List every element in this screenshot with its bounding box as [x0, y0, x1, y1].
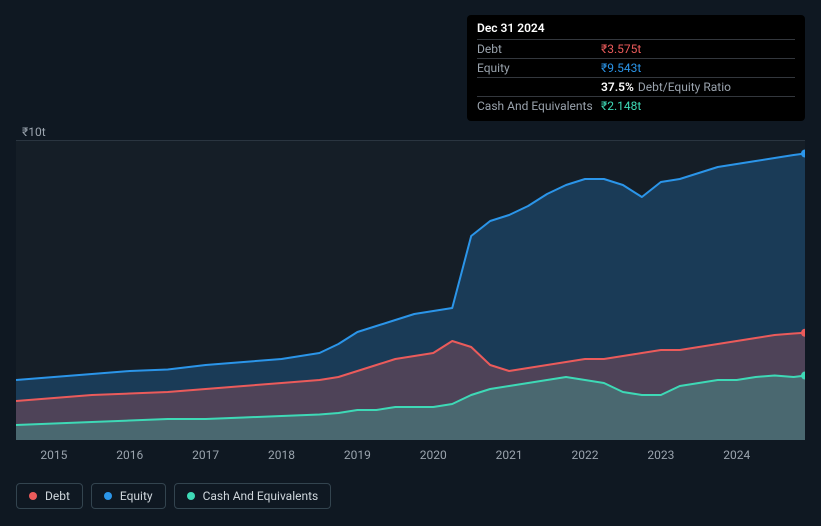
tooltip-value: ₹9.543t [601, 61, 795, 75]
xaxis-tick: 2021 [496, 448, 523, 462]
xaxis: 2015 2016 2017 2018 2019 2020 2021 2022 2023 2024 [16, 448, 805, 468]
xaxis-tick: 2024 [723, 448, 750, 462]
tooltip-value: ₹3.575t [601, 42, 795, 56]
tooltip-label: Cash And Equivalents [477, 99, 601, 113]
tooltip-date: Dec 31 2024 [477, 21, 795, 39]
xaxis-tick: 2017 [192, 448, 219, 462]
chart-tooltip: Dec 31 2024 Debt₹3.575tEquity₹9.543t37.5… [467, 15, 805, 121]
legend-label: Debt [45, 489, 70, 503]
xaxis-tick: 2019 [344, 448, 371, 462]
tooltip-row: Debt₹3.575t [477, 39, 795, 58]
xaxis-tick: 2023 [647, 448, 674, 462]
debt-dot-icon [29, 492, 37, 500]
xaxis-tick: 2016 [116, 448, 143, 462]
tooltip-row: Cash And Equivalents₹2.148t [477, 96, 795, 115]
legend-label: Cash And Equivalents [203, 489, 319, 503]
xaxis-tick: 2020 [420, 448, 447, 462]
tooltip-label [477, 80, 601, 94]
legend-item-debt[interactable]: Debt [16, 483, 83, 509]
tooltip-label: Equity [477, 61, 601, 75]
legend: Debt Equity Cash And Equivalents [16, 483, 331, 509]
tooltip-value: 37.5%Debt/Equity Ratio [601, 80, 795, 94]
xaxis-tick: 2022 [571, 448, 598, 462]
legend-item-cash[interactable]: Cash And Equivalents [174, 483, 332, 509]
legend-label: Equity [120, 489, 153, 503]
tooltip-value: ₹2.148t [601, 99, 795, 113]
equity-dot-icon [104, 492, 112, 500]
xaxis-tick: 2018 [268, 448, 295, 462]
cash-dot-icon [187, 492, 195, 500]
tooltip-row: 37.5%Debt/Equity Ratio [477, 77, 795, 96]
area-chart[interactable] [16, 140, 805, 440]
legend-item-equity[interactable]: Equity [91, 483, 166, 509]
tooltip-label: Debt [477, 42, 601, 56]
yaxis-max: ₹10t [22, 125, 46, 139]
tooltip-row: Equity₹9.543t [477, 58, 795, 77]
xaxis-tick: 2015 [40, 448, 67, 462]
